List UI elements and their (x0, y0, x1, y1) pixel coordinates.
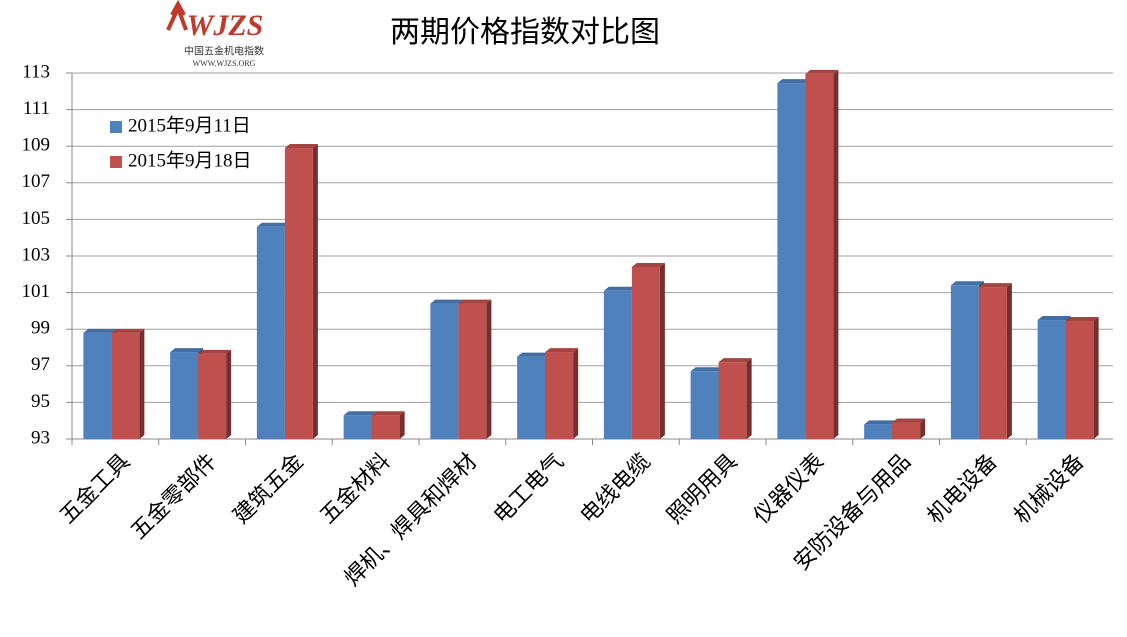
bar-side (659, 262, 665, 439)
bar (517, 356, 546, 439)
bar-top (371, 411, 405, 416)
bar-side (226, 349, 232, 439)
y-tick-label: 111 (23, 98, 50, 119)
bar (892, 422, 921, 439)
bar-top (256, 222, 290, 227)
bar-top (864, 420, 898, 425)
bar-top (631, 262, 665, 267)
bar-side (573, 348, 579, 439)
legend-label: 2015年9月11日 (128, 114, 251, 136)
bar (545, 352, 574, 439)
bar-side (1093, 316, 1099, 439)
logo-name: 中国五金机电指数 (184, 44, 264, 57)
x-tick-label: 电线电缆 (575, 448, 655, 528)
bar-top (978, 283, 1012, 288)
bar-top (517, 352, 551, 357)
x-tick-label: 电工电气 (488, 448, 568, 528)
bar-side (746, 358, 752, 439)
bar-top (718, 358, 752, 363)
chart-title: 两期价格指数对比图 (390, 16, 660, 49)
y-tick-label: 113 (22, 61, 50, 82)
x-tick-label: 五金材料 (315, 448, 395, 528)
y-tick-label: 97 (31, 354, 50, 375)
bar (718, 362, 747, 439)
bar (978, 287, 1007, 439)
y-tick-label: 107 (22, 171, 51, 192)
bar (864, 424, 893, 439)
bar-top (1065, 316, 1099, 321)
bar (1037, 320, 1066, 439)
logo-url: WWW.WJZS.ORG (193, 59, 256, 68)
bar-top (1037, 316, 1071, 321)
bar-side (139, 328, 145, 439)
y-tick-label: 109 (22, 135, 51, 156)
bar (430, 303, 459, 439)
logo-mark: WJZS (187, 9, 264, 42)
bar-side (920, 418, 926, 439)
bar-top (950, 281, 984, 286)
bar-top (805, 69, 839, 74)
x-tick-label: 仪器仪表 (749, 448, 829, 528)
bar-side (312, 144, 318, 439)
bar-top (83, 328, 117, 333)
bar-top (545, 348, 579, 353)
bar (777, 83, 806, 439)
bar (284, 148, 313, 439)
bar-top (458, 299, 492, 304)
legend: 2015年9月11日 2015年9月18日 (110, 114, 252, 171)
y-tick-label: 103 (22, 244, 51, 265)
bar-side (399, 411, 405, 439)
legend-label: 2015年9月18日 (128, 149, 252, 171)
logo-arrow (166, 0, 188, 31)
bar (198, 353, 227, 439)
x-tick-label: 建筑五金 (228, 448, 308, 528)
bar-top (777, 79, 811, 84)
bar (83, 332, 112, 439)
y-tick-label: 95 (31, 391, 50, 412)
bar (805, 73, 834, 439)
bar-top (430, 299, 464, 304)
bar-top (170, 348, 204, 353)
bar (458, 303, 487, 439)
bar-top (284, 144, 318, 149)
bar (950, 285, 979, 439)
bar (170, 352, 199, 439)
y-tick-label: 99 (31, 318, 50, 339)
bar (371, 415, 400, 439)
bar-side (486, 299, 492, 439)
x-tick-label: 照明用具 (662, 448, 742, 528)
bar (111, 332, 140, 439)
bar-top (690, 367, 724, 372)
bar-top (603, 286, 637, 291)
bar-top (343, 411, 377, 416)
bar (631, 266, 660, 439)
logo: WJZS 中国五金机电指数 WWW.WJZS.ORG (166, 0, 264, 68)
bar (603, 290, 632, 439)
y-tick-label: 101 (22, 281, 51, 302)
y-tick-label: 105 (22, 208, 51, 229)
legend-swatch (110, 156, 122, 168)
x-tick-label: 机电设备 (922, 448, 1002, 528)
bar (256, 226, 285, 439)
bar-side (833, 69, 839, 439)
bar (1065, 320, 1094, 439)
bar-top (892, 418, 926, 423)
legend-swatch (110, 121, 122, 133)
bar (690, 371, 719, 439)
bar-side (1006, 283, 1012, 439)
bar-top (198, 349, 232, 354)
x-tick-label: 五金工具 (55, 448, 135, 528)
x-tick-label: 机械设备 (1009, 448, 1089, 528)
bar (343, 415, 372, 439)
y-tick-label: 93 (31, 427, 50, 448)
bar-top (111, 328, 145, 333)
x-tick-label: 五金零部件 (126, 448, 221, 543)
